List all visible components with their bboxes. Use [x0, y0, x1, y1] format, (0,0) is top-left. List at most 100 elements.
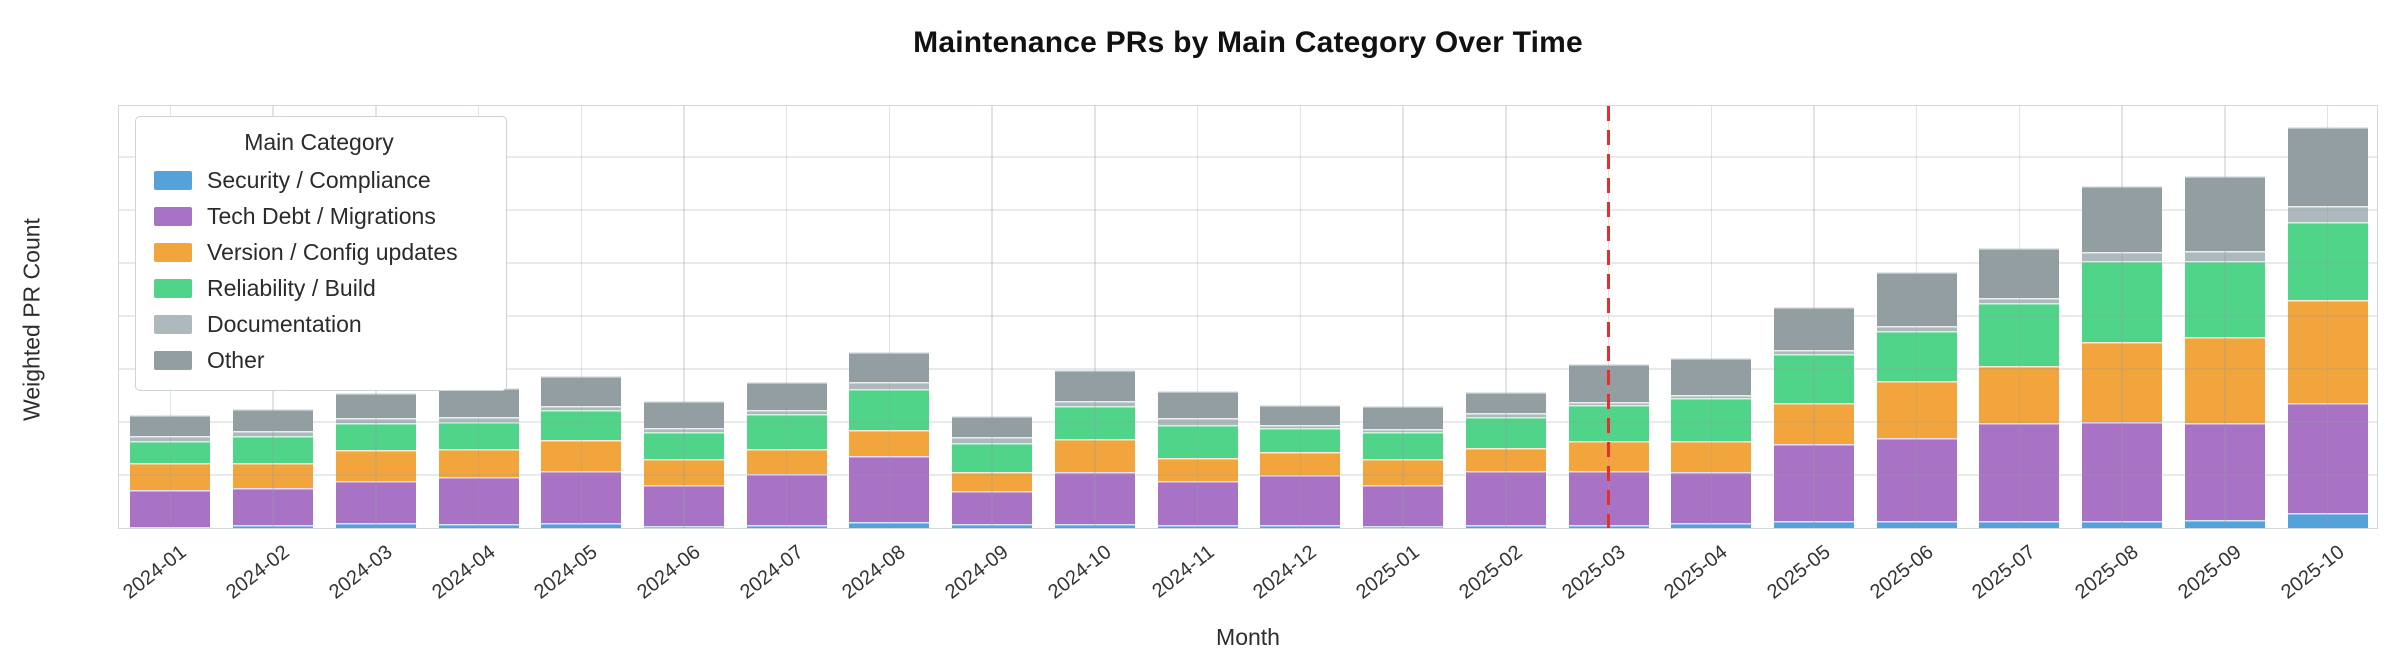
bar-segment	[1979, 248, 2060, 298]
bar-segment	[644, 459, 724, 485]
bar-segment	[1054, 472, 1135, 524]
bar-segment	[2287, 300, 2368, 403]
bar-segment	[1671, 358, 1752, 395]
bar-segment	[130, 415, 211, 436]
bar-segment	[1054, 406, 1135, 439]
bar-segment	[233, 525, 314, 528]
bar-segment	[2287, 127, 2368, 206]
bar-segment	[1157, 525, 1238, 528]
bar-segment	[1260, 475, 1341, 525]
gridline-h	[119, 474, 2377, 476]
legend-item: Version / Config updates	[154, 234, 484, 270]
legend-item: Other	[154, 342, 484, 378]
bar-segment	[541, 376, 622, 406]
bar-segment	[438, 417, 519, 422]
gridline-h	[119, 421, 2377, 423]
legend-title: Main Category	[244, 129, 394, 155]
bar-segment	[1465, 448, 1546, 471]
bar-segment	[849, 352, 930, 382]
bar-segment	[1363, 459, 1444, 485]
bar-segment	[2184, 251, 2265, 261]
bar-segment	[1876, 521, 1957, 528]
bar-segment	[438, 388, 519, 417]
y-axis-label: Weighted PR Count	[18, 218, 45, 421]
legend-item: Security / Compliance	[154, 162, 484, 198]
legend-item: Tech Debt / Migrations	[154, 198, 484, 234]
bar-segment	[644, 432, 724, 459]
bar-segment	[1363, 406, 1444, 429]
legend: Main Category Security / Compliance Tech …	[135, 116, 507, 391]
bar-segment	[335, 481, 416, 523]
legend-items: Security / Compliance Tech Debt / Migrati…	[154, 162, 484, 378]
bar-segment	[2184, 423, 2265, 520]
legend-item-label: Documentation	[207, 310, 362, 337]
gridline-v	[1813, 106, 1815, 528]
bar-segment	[849, 522, 930, 528]
bar-segment	[335, 423, 416, 450]
bar-segment	[1465, 417, 1546, 448]
bar-segment	[541, 471, 622, 523]
bar-segment	[2082, 261, 2163, 342]
bar-segment	[541, 440, 622, 471]
gridline-v	[2018, 106, 2021, 528]
bar-segment	[1671, 441, 1752, 472]
bar-segment	[1774, 444, 1854, 521]
bar-segment	[2082, 521, 2163, 528]
bar-segment	[1774, 350, 1854, 354]
bar-segment	[1979, 298, 2060, 303]
bar-segment	[2287, 403, 2368, 513]
bar-segment	[1774, 354, 1854, 403]
bar-segment	[438, 422, 519, 449]
x-axis-label: Month	[1216, 624, 1280, 650]
gridline-v	[1505, 106, 1507, 528]
gridline-v	[2224, 106, 2226, 528]
bar-segment	[1465, 471, 1546, 525]
bar-segment	[1157, 391, 1238, 418]
bar-segment	[746, 474, 827, 525]
bar-segment	[746, 525, 827, 528]
bar-segment	[2082, 252, 2163, 261]
bar-segment	[335, 393, 416, 418]
gridline-v	[991, 106, 993, 528]
bar-segment	[1054, 524, 1135, 528]
bar-segment	[1054, 439, 1135, 472]
bar-segment	[952, 491, 1033, 524]
bar-segment	[644, 485, 724, 526]
bar-segment	[746, 410, 827, 414]
bar-segment	[849, 389, 930, 430]
bar-segment	[2082, 186, 2163, 252]
bar-segment	[2184, 261, 2265, 337]
gridline-h	[119, 368, 2377, 370]
bar-segment	[233, 409, 314, 431]
bar-segment	[1260, 525, 1341, 528]
bar-segment	[1979, 303, 2060, 366]
bar-segment	[1876, 326, 1957, 331]
gridline-v	[1402, 106, 1404, 528]
gridline-h	[119, 262, 2377, 264]
bar-segment	[644, 401, 724, 428]
bar-segment	[130, 527, 211, 528]
bar-segment	[233, 436, 314, 463]
bar-segment	[746, 414, 827, 449]
bar-segment	[335, 418, 416, 423]
bar-segment	[1774, 521, 1854, 528]
legend-swatch	[154, 350, 192, 370]
bar-segment	[233, 488, 314, 525]
bar-segment	[2287, 206, 2368, 222]
bar-segment	[2184, 520, 2265, 528]
bar-segment	[2184, 337, 2265, 423]
bar-segment	[1363, 432, 1444, 459]
bar-segment	[1774, 307, 1854, 350]
chart-title: Maintenance PRs by Main Category Over Ti…	[913, 26, 1583, 59]
legend-swatch	[154, 170, 192, 190]
bar-segment	[644, 428, 724, 432]
bar-segment	[1363, 429, 1444, 432]
legend-item-label: Other	[207, 346, 265, 373]
gridline-h	[119, 156, 2377, 158]
gridline-v	[888, 106, 891, 528]
legend-item: Reliability / Build	[154, 270, 484, 306]
bar-segment	[1671, 472, 1752, 523]
bar-segment	[1054, 401, 1135, 406]
bar-segment	[130, 463, 211, 490]
